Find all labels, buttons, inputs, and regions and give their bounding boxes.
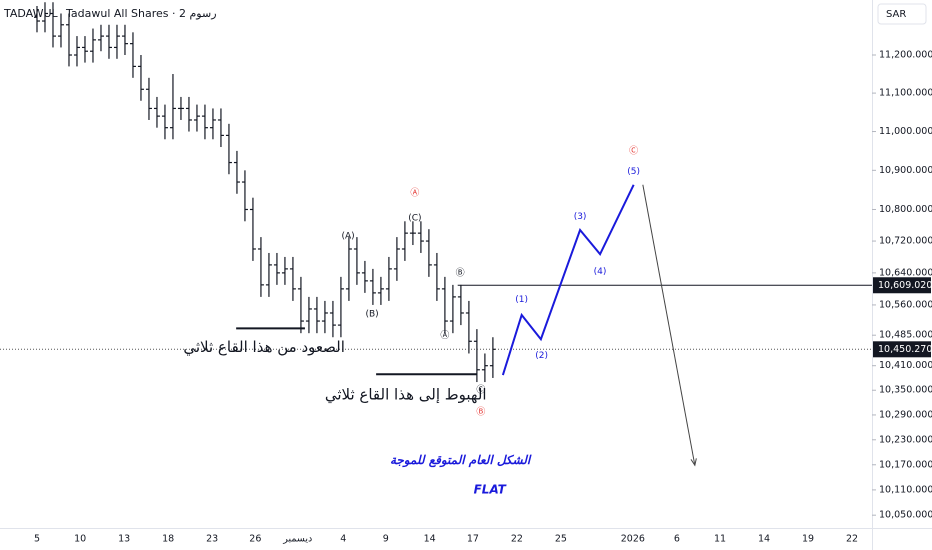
- wave-label: Ⓐ: [410, 187, 419, 198]
- wave-label: (B): [366, 309, 379, 319]
- y-tick-label: 10,485.000: [879, 330, 932, 341]
- wave-label: (4): [594, 267, 607, 277]
- x-tick-label: 25: [555, 534, 567, 545]
- x-tick-label: 19: [802, 534, 814, 545]
- x-tick-label: 11: [714, 534, 726, 545]
- y-tick-label: 11,200.000: [879, 50, 932, 61]
- arrow-head: [690, 458, 697, 467]
- x-tick-label: 2026: [621, 534, 645, 545]
- y-tick-label: 10,350.000: [879, 385, 932, 396]
- x-tick-label: 4: [340, 534, 346, 545]
- x-tick-label: 22: [846, 534, 858, 545]
- y-tick-label: 10,640.000: [879, 267, 932, 278]
- wave-label: (A): [342, 231, 355, 241]
- x-tick-label: 10: [74, 534, 86, 545]
- currency: SAR: [886, 9, 906, 20]
- forecast-note: الشكل العام المتوقع للموجة: [390, 453, 532, 468]
- forecast-arrow: [642, 184, 696, 466]
- x-tick-label: 13: [118, 534, 130, 545]
- support-note: الصعود من هذا القاع ثلاثي: [183, 338, 345, 357]
- y-tick-label: 10,230.000: [879, 434, 932, 445]
- y-tick-label: 10,170.000: [879, 459, 932, 470]
- wave-label: (C): [408, 214, 421, 224]
- y-tick-label: 10,720.000: [879, 236, 932, 247]
- x-tick-label: 22: [511, 534, 523, 545]
- chart-subtitle: Tadawul All Shares · 2 رسوم: [65, 7, 217, 20]
- level-label: 10,609.020: [878, 280, 932, 291]
- y-tick-label: 11,000.000: [879, 126, 932, 137]
- x-tick-label: 5: [34, 534, 40, 545]
- wave-label: (5): [627, 167, 640, 177]
- wave-label: Ⓐ: [440, 330, 449, 341]
- wave-label: (3): [574, 212, 587, 222]
- last-price-tag: [873, 341, 931, 358]
- y-tick-label: 10,410.000: [879, 360, 932, 371]
- x-tick-label: ديسمبر: [282, 534, 312, 545]
- wave-label: Ⓑ: [456, 267, 465, 278]
- wave-label: Ⓒ: [629, 145, 638, 156]
- x-tick-label: 17: [467, 534, 479, 545]
- y-tick-label: 11,100.000: [879, 88, 932, 99]
- last-price-label: 10,450.270: [878, 344, 932, 355]
- y-tick-label: 10,560.000: [879, 299, 932, 310]
- x-tick-label: 14: [424, 534, 436, 545]
- y-tick-label: 10,110.000: [879, 484, 932, 495]
- projection-line: [501, 184, 635, 376]
- support-note: الهبوط إلى هذا القاع ثلاثي: [325, 386, 487, 405]
- y-tick-label: 10,290.000: [879, 409, 932, 420]
- x-tick-label: 26: [249, 534, 261, 545]
- y-tick-label: 10,900.000: [879, 165, 932, 176]
- x-tick-label: 18: [162, 534, 174, 545]
- x-tick-label: 9: [383, 534, 389, 545]
- x-tick-label: 14: [758, 534, 770, 545]
- wave-label: (1): [515, 295, 528, 305]
- x-tick-label: 6: [674, 534, 680, 545]
- currency-box[interactable]: [877, 3, 927, 25]
- level-tag: [873, 277, 931, 294]
- y-tick-label: 10,800.000: [879, 204, 932, 215]
- x-tick-label: 23: [206, 534, 218, 545]
- wave-label: (2): [535, 351, 548, 361]
- wave-label: Ⓒ: [476, 385, 485, 396]
- y-tick-label: 10,050.000: [879, 510, 932, 521]
- forecast-note: FLAT: [474, 482, 507, 496]
- wave-label: Ⓑ: [476, 407, 485, 418]
